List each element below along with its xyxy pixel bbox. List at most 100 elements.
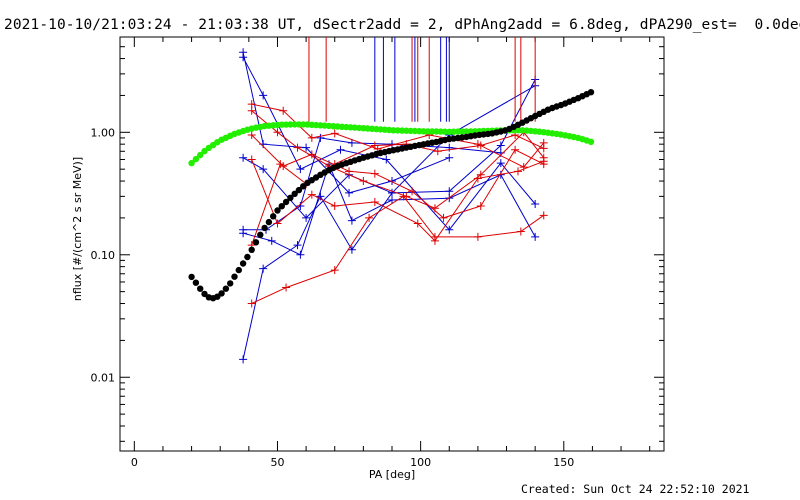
- data-point-plus: [259, 165, 268, 174]
- data-point-plus: [239, 153, 248, 162]
- data-point-plus: [330, 266, 339, 275]
- data-point-plus: [359, 177, 368, 186]
- data-point-plus: [307, 133, 316, 142]
- data-point-plus: [513, 167, 522, 176]
- data-point-plus: [445, 225, 454, 234]
- data-point-plus: [247, 131, 256, 140]
- curve-point: [274, 207, 281, 214]
- curve-point: [587, 89, 595, 96]
- data-point-plus: [336, 145, 345, 154]
- data-point-plus: [531, 232, 540, 241]
- curve-point: [222, 285, 230, 292]
- data-point-plus: [279, 106, 288, 115]
- chart-title: 2021-10-10/21:03:24 - 21:03:38 UT, dSect…: [4, 17, 800, 33]
- data-point-plus: [445, 153, 454, 162]
- data-series-line: [251, 159, 544, 242]
- data-point-plus: [307, 150, 316, 159]
- y-tick-label: 0.01: [91, 371, 116, 384]
- curve-point: [197, 285, 204, 292]
- data-point-plus: [239, 53, 248, 62]
- data-point-plus: [365, 213, 374, 222]
- data-point-plus: [282, 283, 291, 292]
- data-point-plus: [539, 211, 548, 220]
- data-point-plus: [496, 141, 505, 150]
- curve-point: [261, 224, 268, 232]
- data-point-plus: [267, 236, 276, 245]
- curve-point: [300, 183, 307, 190]
- data-point-plus: [259, 264, 268, 273]
- curve-point: [197, 151, 204, 159]
- data-series-line: [242, 85, 536, 360]
- curve-point: [201, 290, 208, 298]
- curve-point: [265, 218, 273, 226]
- data-point-plus: [519, 163, 528, 172]
- curve-point: [287, 194, 294, 201]
- data-point-plus: [345, 188, 354, 197]
- data-point-plus: [370, 169, 379, 178]
- data-point-plus: [445, 187, 454, 196]
- curve-point: [227, 280, 234, 287]
- curve-point: [278, 203, 285, 210]
- data-point-plus: [413, 219, 422, 228]
- data-point-plus: [531, 199, 540, 208]
- curve-point: [270, 213, 277, 220]
- data-point-plus: [296, 250, 305, 259]
- data-point-plus: [388, 196, 396, 205]
- data-point-plus: [347, 245, 356, 254]
- curve-point: [248, 246, 255, 253]
- curve-point: [192, 279, 200, 286]
- y-tick-label: 1.00: [91, 126, 116, 139]
- data-point-plus: [302, 143, 311, 152]
- data-point-plus: [302, 213, 311, 222]
- data-point-plus: [247, 155, 256, 164]
- curve-point: [231, 273, 238, 280]
- curve-point: [257, 231, 264, 238]
- data-point-plus: [388, 177, 396, 186]
- curve-point: [188, 273, 195, 281]
- data-point-plus: [539, 157, 548, 166]
- data-point-plus: [347, 138, 356, 147]
- curve-point: [252, 239, 260, 246]
- data-series-line: [251, 110, 545, 209]
- data-point-plus: [347, 216, 356, 225]
- curve-point: [192, 155, 200, 163]
- data-series-line: [251, 195, 544, 304]
- data-point-plus: [293, 241, 302, 250]
- data-point-plus: [330, 202, 339, 211]
- data-point-plus: [330, 129, 339, 138]
- data-series-line: [251, 103, 545, 168]
- x-tick-label: 50: [270, 456, 284, 469]
- data-point-plus: [473, 174, 482, 183]
- created-timestamp: Created: Sun Oct 24 22:52:10 2021: [521, 482, 750, 496]
- y-tick-label: 0.10: [91, 249, 116, 262]
- data-point-plus: [370, 141, 379, 150]
- data-point-plus: [273, 219, 282, 228]
- x-tick-label: 100: [410, 456, 431, 469]
- y-axis-label: nflux [#/(cm^2 s sr MeV)]: [71, 157, 84, 301]
- x-axis-label: PA [deg]: [369, 468, 415, 481]
- data-point-plus: [259, 91, 268, 100]
- data-point-plus: [439, 213, 448, 222]
- data-series-line: [251, 134, 544, 219]
- data-point-plus: [476, 202, 485, 211]
- data-point-plus: [433, 147, 442, 156]
- data-point-plus: [247, 299, 256, 308]
- data-point-plus: [382, 155, 391, 164]
- data-point-plus: [316, 133, 325, 142]
- data-point-plus: [276, 160, 285, 169]
- data-point-plus: [496, 159, 505, 168]
- data-point-plus: [370, 197, 379, 206]
- data-point-plus: [296, 165, 305, 174]
- data-point-plus: [239, 355, 248, 364]
- data-point-plus: [247, 106, 256, 115]
- data-point-plus: [539, 144, 548, 153]
- data-point-plus: [430, 232, 439, 241]
- curve-point: [235, 266, 242, 274]
- curve-point: [291, 190, 298, 197]
- data-point-plus: [511, 145, 520, 154]
- data-point-plus: [307, 190, 316, 199]
- curve-point: [244, 253, 251, 261]
- data-point-plus: [388, 188, 396, 197]
